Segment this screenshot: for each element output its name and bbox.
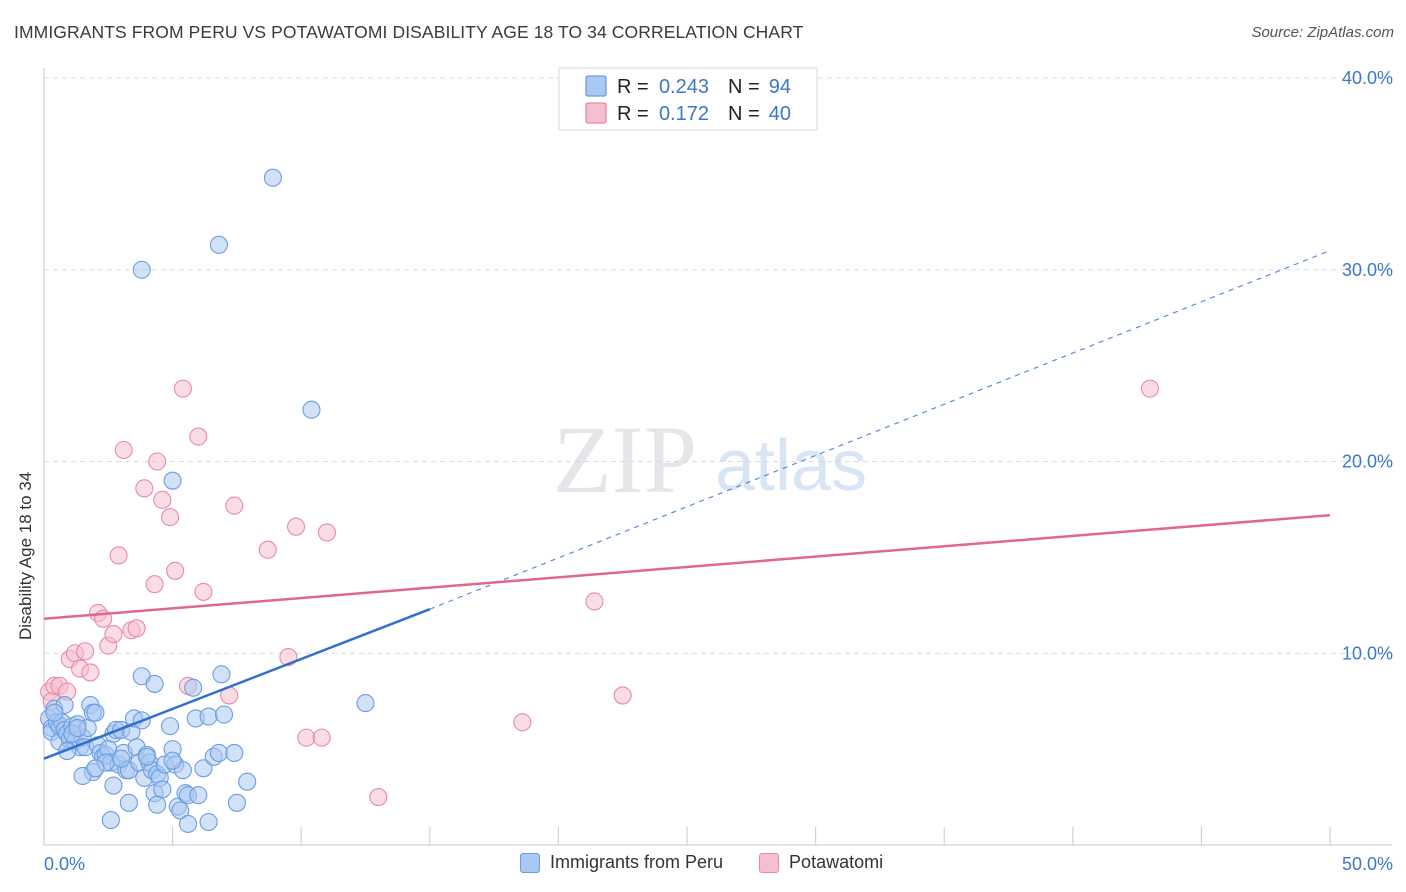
y-tick-label: 10.0% [1342,643,1393,663]
legend-r-label: R = [617,103,649,125]
potawatomi-point [135,479,154,498]
potawatomi-point [109,546,128,565]
potawatomi-point [225,496,244,515]
legend-r-label: R = [617,76,649,98]
peru-point [171,801,190,820]
bottom-legend-item-potawatomi: Potawatomi [759,852,883,873]
peru-point [194,759,213,778]
potawatomi-point [194,582,213,601]
potawatomi-point [148,452,167,471]
peru-point [189,786,208,805]
potawatomi-point [81,663,100,682]
peru-point [178,814,198,833]
peru-point [45,703,64,722]
tick-labels: 10.0% 20.0% 30.0% 40.0% 0.0% 50.0% [44,68,1393,874]
peru-trend-extension [429,250,1331,610]
legend-r-value: 0.243 [659,76,709,98]
peru-point [104,776,123,795]
peru-point [153,780,172,799]
legend-n-value: 94 [769,76,791,98]
watermark-atlas: atlas [715,426,867,506]
peru-point [86,759,105,778]
peru-point [119,793,138,812]
potawatomi-points [40,379,1160,807]
potawatomi-point [1140,379,1160,398]
legend-n-value: 40 [769,103,791,125]
peru-point [209,743,228,763]
peru-point [101,811,120,830]
potawatomi-point [104,625,123,644]
potawatomi-trend-line [43,513,1331,620]
potawatomi-point [160,508,180,527]
watermark: ZIP atlas [553,406,867,513]
peru-swatch [520,852,540,873]
peru-point [86,703,105,722]
peru-point [145,674,164,693]
chart-title: IMMIGRANTS FROM PERU VS POTAWATOMI DISAB… [14,22,804,42]
gridlines [44,77,1390,654]
peru-legend-label: Immigrants from Peru [550,852,724,872]
potawatomi-point [173,379,192,398]
peru-point [238,772,257,791]
legend-box: R = 0.243 N = 94 R = 0.172 N = 40 [558,67,818,131]
peru-point [160,717,180,736]
x-tick-label: 50.0% [1342,854,1393,874]
peru-point [148,795,167,814]
peru-point [199,812,218,832]
peru-trend-line [43,607,431,760]
potawatomi-point [317,523,336,542]
source-credit: Source: ZipAtlas.com [1251,24,1394,41]
watermark-zip: ZIP [553,406,697,513]
potawatomi-point [153,490,172,509]
trend-lines [43,250,1331,760]
potawatomi-point [369,788,388,807]
peru-point [212,665,231,684]
potawatomi-point [166,561,185,580]
potawatomi-point [312,728,331,747]
y-tick-label: 20.0% [1342,452,1393,472]
potawatomi-point [114,440,133,460]
peru-point [302,400,321,419]
peru-point [163,751,182,770]
peru-point [227,793,246,812]
peru-point [68,718,87,738]
potawatomi-point [287,517,306,536]
peru-point [132,260,151,279]
bottom-legend: Immigrants from Peru Potawatomi [520,852,909,873]
peru-point [163,471,182,490]
potawatomi-point [189,427,208,446]
potawatomi-point [76,642,95,661]
potawatomi-point [297,728,316,747]
peru-point [225,743,244,763]
peru-point [214,705,234,724]
legend-swatch [585,75,607,97]
potawatomi-point [585,592,604,611]
peru-point [356,694,375,713]
peru-point [137,747,156,766]
potawatomi-point [258,540,277,559]
potawatomi-point [513,713,532,732]
bottom-legend-item-peru: Immigrants from Peru [520,852,723,873]
legend-n-label: N = [728,103,760,125]
x-tick-label: 0.0% [44,854,85,874]
peru-point [112,749,131,768]
legend-swatch [585,102,607,124]
legend-n-label: N = [728,76,760,98]
peru-point [184,678,203,697]
potawatomi-point [127,619,146,638]
peru-points [40,168,375,833]
legend-r-value: 0.172 [659,103,709,125]
potawatomi-swatch [759,852,780,873]
potawatomi-point [613,686,632,705]
y-tick-label: 30.0% [1342,260,1393,280]
peru-point [209,235,228,254]
potawatomi-point [145,575,164,594]
y-tick-label: 40.0% [1342,68,1393,88]
peru-point [199,707,218,726]
peru-point [263,168,282,187]
potawatomi-legend-label: Potawatomi [789,852,884,872]
